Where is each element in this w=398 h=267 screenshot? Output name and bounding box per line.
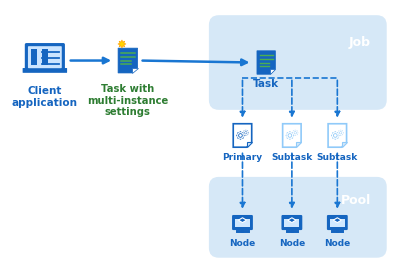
- Circle shape: [338, 131, 340, 132]
- FancyBboxPatch shape: [28, 46, 62, 68]
- FancyBboxPatch shape: [281, 215, 302, 230]
- Circle shape: [293, 131, 297, 135]
- Polygon shape: [328, 124, 347, 147]
- Circle shape: [243, 132, 244, 134]
- Circle shape: [239, 134, 242, 137]
- Polygon shape: [341, 142, 347, 147]
- Circle shape: [237, 132, 239, 134]
- FancyBboxPatch shape: [284, 218, 299, 227]
- Text: Job: Job: [349, 36, 371, 49]
- Circle shape: [243, 135, 245, 136]
- Circle shape: [245, 130, 246, 131]
- Circle shape: [341, 131, 343, 132]
- FancyBboxPatch shape: [31, 49, 37, 65]
- Text: Pool: Pool: [341, 194, 371, 207]
- Text: Primary: Primary: [222, 153, 263, 162]
- Circle shape: [247, 134, 248, 135]
- Circle shape: [293, 134, 294, 135]
- Circle shape: [296, 134, 298, 135]
- Circle shape: [296, 131, 298, 132]
- Polygon shape: [132, 68, 138, 73]
- Circle shape: [340, 135, 341, 136]
- FancyBboxPatch shape: [209, 177, 387, 258]
- Text: Node: Node: [279, 239, 305, 248]
- Circle shape: [287, 133, 293, 138]
- Text: Task: Task: [253, 80, 279, 89]
- Circle shape: [292, 135, 294, 136]
- Polygon shape: [296, 142, 301, 147]
- Text: Task with
multi-instance
settings: Task with multi-instance settings: [87, 84, 168, 117]
- Circle shape: [292, 132, 294, 134]
- Circle shape: [341, 134, 343, 135]
- Circle shape: [332, 137, 334, 139]
- Circle shape: [242, 137, 244, 139]
- Circle shape: [289, 134, 291, 137]
- Circle shape: [295, 130, 296, 131]
- Circle shape: [240, 138, 242, 140]
- Circle shape: [291, 137, 293, 139]
- Circle shape: [332, 133, 338, 138]
- FancyBboxPatch shape: [23, 68, 67, 73]
- Circle shape: [289, 138, 291, 140]
- Circle shape: [287, 137, 289, 139]
- FancyBboxPatch shape: [235, 218, 250, 227]
- Circle shape: [289, 131, 291, 133]
- Circle shape: [244, 131, 248, 135]
- Polygon shape: [118, 40, 126, 48]
- Circle shape: [238, 133, 243, 138]
- Circle shape: [248, 132, 249, 134]
- Circle shape: [236, 135, 238, 136]
- Circle shape: [339, 131, 343, 135]
- Circle shape: [295, 135, 296, 136]
- Polygon shape: [283, 124, 301, 147]
- Circle shape: [334, 138, 336, 140]
- Circle shape: [245, 135, 246, 136]
- Circle shape: [337, 137, 339, 139]
- Circle shape: [247, 131, 248, 132]
- Circle shape: [338, 134, 340, 135]
- Text: Node: Node: [229, 239, 256, 248]
- Circle shape: [244, 134, 245, 135]
- Circle shape: [334, 134, 337, 137]
- Circle shape: [244, 131, 245, 132]
- Circle shape: [332, 132, 334, 134]
- Polygon shape: [288, 218, 296, 223]
- Circle shape: [240, 131, 242, 133]
- Circle shape: [242, 132, 244, 134]
- Circle shape: [337, 132, 339, 134]
- Circle shape: [339, 132, 342, 134]
- Text: Subtask: Subtask: [271, 153, 312, 162]
- Circle shape: [297, 132, 298, 134]
- FancyBboxPatch shape: [209, 15, 387, 110]
- FancyBboxPatch shape: [327, 215, 348, 230]
- Polygon shape: [270, 69, 275, 74]
- Circle shape: [293, 131, 294, 132]
- Circle shape: [237, 137, 239, 139]
- Text: Node: Node: [324, 239, 351, 248]
- Circle shape: [338, 132, 339, 134]
- Circle shape: [331, 135, 333, 136]
- Text: Client
application: Client application: [12, 86, 78, 108]
- FancyBboxPatch shape: [330, 218, 345, 227]
- FancyBboxPatch shape: [25, 43, 65, 71]
- Circle shape: [286, 135, 287, 136]
- Circle shape: [342, 132, 344, 134]
- Circle shape: [245, 132, 247, 134]
- FancyBboxPatch shape: [41, 49, 47, 65]
- Polygon shape: [238, 218, 246, 223]
- Circle shape: [291, 132, 293, 134]
- Circle shape: [287, 132, 289, 134]
- FancyBboxPatch shape: [232, 215, 253, 230]
- Circle shape: [338, 135, 339, 136]
- Polygon shape: [333, 218, 341, 223]
- Text: Subtask: Subtask: [317, 153, 358, 162]
- Polygon shape: [233, 124, 252, 147]
- Polygon shape: [247, 142, 252, 147]
- Polygon shape: [257, 51, 275, 74]
- Circle shape: [340, 130, 341, 131]
- Circle shape: [334, 131, 336, 133]
- Polygon shape: [118, 48, 138, 73]
- Circle shape: [294, 132, 296, 134]
